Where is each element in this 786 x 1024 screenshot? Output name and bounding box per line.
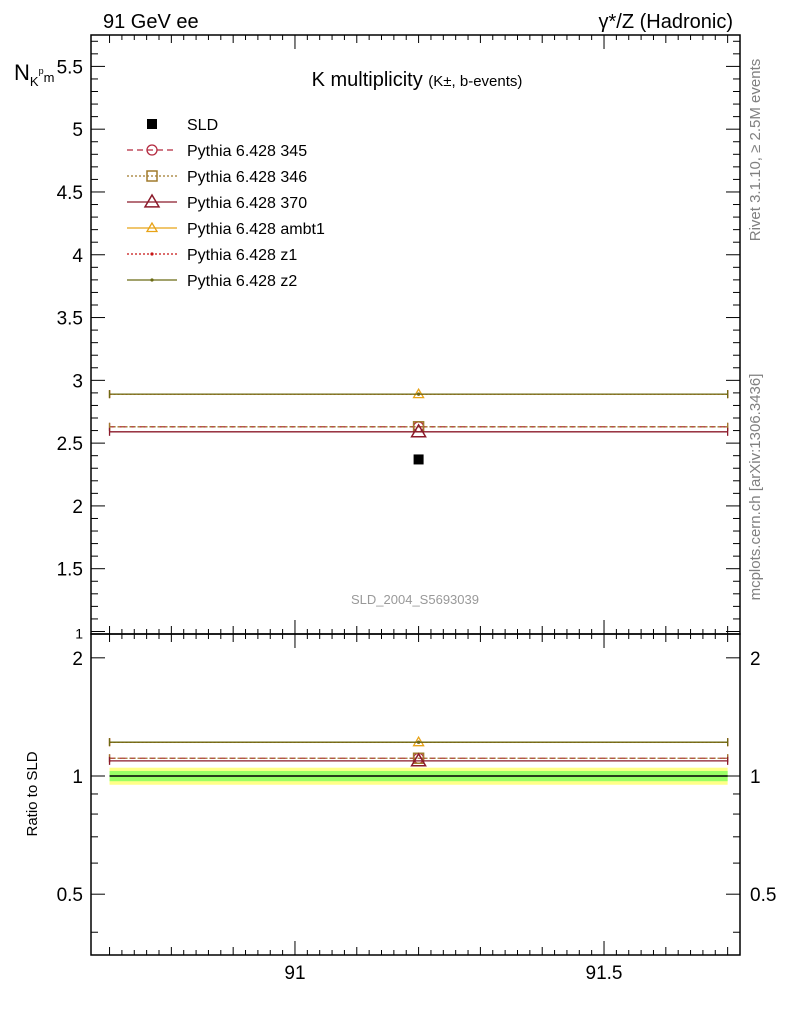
legend-item-4: Pythia 6.428 z1 [127,247,297,264]
x-tick-label-0: 91 [284,963,305,984]
ratio-axis-label: Ratio to SLD [24,751,41,836]
legend-marker-sld [147,119,157,129]
legend-marker-3 [145,221,159,233]
chart-title-main: K multiplicity [312,69,423,91]
legend-label-1: Pythia 6.428 346 [187,169,307,186]
legend-marker-0 [146,144,158,156]
series-2-ratio-marker [410,752,427,767]
main-y-tick-label-2: 2 [72,497,83,518]
series-2-main-marker [410,423,427,438]
series-5-ratio-marker [416,740,421,744]
chart-title: K multiplicity (K±, b-events) [312,69,523,91]
main-y-tick-label-1: 1.5 [57,560,83,581]
mcplots-label: mcplots.cern.ch [arXiv:1306.3436] [747,374,764,601]
main-y-tick-label-0: 1 [75,625,83,641]
legend-label-sld: SLD [187,117,218,134]
main-y-tick-label-5: 3.5 [57,309,83,330]
chart-title-sub: (K±, b-events) [428,73,522,90]
data-point-sld [413,454,424,465]
header-left: 91 GeV ee [103,11,199,33]
y-axis-label: NKpm [14,60,54,89]
y-axis-label-sub-1: K [30,74,39,89]
ratio-y-tick-label-right-2: 2 [750,649,761,670]
ratio-y-tick-label-left-0: 0.5 [57,885,83,906]
legend-marker-2 [143,193,161,208]
series-4 [108,390,729,747]
rivet-version-label: Rivet 3.1.10, ≥ 2.5M events [747,59,764,242]
legend-item-5: Pythia 6.428 z2 [127,273,297,290]
legend-label-5: Pythia 6.428 z2 [187,273,297,290]
legend-item-0: Pythia 6.428 345 [127,143,307,160]
legend-marker-4 [150,252,154,256]
main-y-tick-label-4: 3 [72,371,83,392]
legend-label-3: Pythia 6.428 ambt1 [187,221,325,238]
main-y-tick-label-6: 4 [72,246,83,267]
header-right: γ*/Z (Hadronic) [599,11,733,33]
ratio-y-tick-label-left-2: 2 [72,649,83,670]
legend-marker-1 [146,170,158,182]
ratio-plot-frame [90,633,741,956]
series-5-main-marker [416,392,421,396]
legend-item-3: Pythia 6.428 ambt1 [127,221,325,238]
main-y-tick-label-7: 4.5 [57,183,83,204]
y-axis-label-sub-2: p [39,66,44,76]
analysis-watermark: SLD_2004_S5693039 [351,592,479,607]
main-y-tick-label-3: 2.5 [57,434,83,455]
legend-item-1: Pythia 6.428 346 [127,169,307,186]
legend-item-sld: SLD [147,117,218,134]
series-3-ratio-marker [412,735,425,747]
series-2 [108,423,729,767]
legend-label-2: Pythia 6.428 370 [187,195,307,212]
legend-marker-5 [150,278,154,282]
series-5 [108,390,729,747]
ratio-y-tick-label-right-1: 1 [750,767,761,788]
series-3 [108,387,729,747]
y-axis-label-sub-3: m [44,70,55,85]
x-tick-label-1: 91.5 [586,963,623,984]
series-3-main-marker [412,387,425,399]
ratio-y-tick-label-left-1: 1 [72,767,83,788]
legend-label-4: Pythia 6.428 z1 [187,247,297,264]
y-axis-label-main: N [14,60,30,85]
ratio-y-tick-label-right-0: 0.5 [750,885,776,906]
legend-item-2: Pythia 6.428 370 [127,193,307,212]
main-y-tick-label-8: 5 [72,120,83,141]
legend-label-0: Pythia 6.428 345 [187,143,307,160]
main-y-tick-label-9: 5.5 [57,57,83,78]
